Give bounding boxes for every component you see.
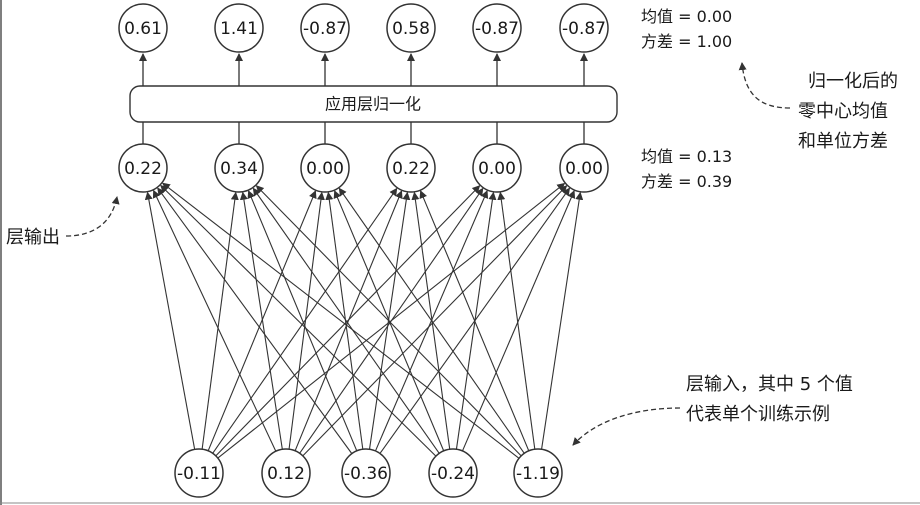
connection-arrow [152, 189, 277, 452]
output-node: -0.87 [559, 3, 609, 53]
connection-arrow [288, 191, 325, 450]
normalized-note-arrow [738, 62, 791, 109]
layer-output-node-value: 0.34 [220, 159, 258, 179]
output-node-value: 0.58 [392, 19, 430, 39]
output-node: 0.58 [386, 3, 436, 53]
input-node-circle [174, 448, 224, 498]
connection-arrow [161, 182, 520, 459]
input-node-value: -0.11 [177, 464, 221, 484]
input-node: -1.19 [513, 448, 563, 498]
output-arrows [139, 53, 588, 144]
input-node-row: -0.11 0.12 -0.36 -0.24 -1.19 [174, 448, 563, 498]
normalized-note-line3: 和单位方差 [798, 131, 888, 152]
connection-arrow [541, 191, 584, 450]
layer-output-node: 0.22 [118, 143, 168, 193]
output-node-row: 0.61 1.41 -0.87 0.58 -0.87 -0.87 [118, 3, 609, 53]
output-node-circle [300, 3, 350, 53]
input-node: -0.24 [428, 448, 478, 498]
connection-arrow [247, 190, 358, 452]
layer-output-node-row: 0.22 0.34 0.00 0.22 0.00 0.00 [118, 143, 609, 193]
normalized-note-line1: 归一化后的 [808, 71, 898, 92]
layer-output-node-circle [386, 143, 436, 193]
input-node: -0.36 [341, 448, 391, 498]
output-node-circle [472, 3, 522, 53]
layer-input-note-line2: 代表单个训练示例 [686, 404, 830, 425]
input-node: -0.11 [174, 448, 224, 498]
layer-input-note-line1: 层输入，其中 5 个值 [686, 374, 853, 395]
connection-arrow [212, 187, 398, 454]
input-node-value: -0.36 [344, 464, 388, 484]
output-node-value: 1.41 [220, 19, 258, 39]
connection-arrow [497, 191, 536, 450]
connection-arrow [294, 190, 403, 452]
layer-output-node-value: 0.22 [124, 159, 162, 179]
input-node: 0.12 [261, 448, 311, 498]
connection-arrow [252, 187, 440, 454]
layer-output-node-circle [118, 143, 168, 193]
layer-output-node-circle [472, 143, 522, 193]
connection-arrow [160, 184, 437, 457]
output-node: 1.41 [214, 3, 264, 53]
output-node-value: -0.87 [303, 19, 347, 39]
top-mean-text: 均值 = 0.00 [641, 7, 732, 26]
input-node-circle [513, 448, 563, 498]
input-node-value: 0.12 [267, 464, 305, 484]
connection-arrow [299, 187, 484, 454]
layer-norm-box-label: 应用层归一化 [325, 95, 421, 114]
layer-output-node: 0.00 [472, 143, 522, 193]
normalized-note-line2: 零中心均值 [798, 101, 888, 122]
connection-arrow [338, 187, 525, 454]
layer-output-node: 0.00 [300, 143, 350, 193]
mid-variance-text: 方差 = 0.39 [641, 172, 732, 191]
mid-mean-text: 均值 = 0.13 [641, 147, 732, 166]
connection-arrow [157, 187, 353, 454]
input-node-circle [341, 448, 391, 498]
input-node-value: -1.19 [516, 464, 560, 484]
layer-input-note-arrow [572, 407, 681, 446]
connection-arrow [215, 185, 481, 457]
top-variance-text: 方差 = 1.00 [641, 32, 732, 51]
connection-arrow [239, 191, 283, 450]
connection-arrow [144, 191, 196, 450]
layer-output-note: 层输出 [6, 227, 60, 248]
layer-norm-box: 应用层归一化 [129, 85, 618, 123]
layer-output-note-arrow [65, 196, 120, 237]
output-node-value: 0.61 [124, 19, 162, 39]
input-node-value: -0.24 [431, 464, 475, 484]
output-node-value: -0.87 [562, 19, 606, 39]
connection-arrow [302, 185, 568, 457]
layer-output-node-circle [559, 143, 609, 193]
connections [144, 182, 584, 459]
layer-output-node-value: 0.00 [565, 159, 603, 179]
output-node-value: -0.87 [475, 19, 519, 39]
output-node-circle [214, 3, 264, 53]
layer-output-node: 0.00 [559, 143, 609, 193]
output-node-circle [118, 3, 168, 53]
layer-output-node-circle [300, 143, 350, 193]
connection-arrow [461, 190, 576, 452]
input-node-circle [428, 448, 478, 498]
layer-output-node: 0.34 [214, 143, 264, 193]
layer-output-node-value: 0.00 [478, 159, 516, 179]
output-node: -0.87 [472, 3, 522, 53]
output-node: -0.87 [300, 3, 350, 53]
input-node-circle [261, 448, 311, 498]
output-node-circle [559, 3, 609, 53]
layer-output-node-circle [214, 143, 264, 193]
connection-arrow [255, 185, 522, 457]
layer-output-node-value: 0.00 [306, 159, 344, 179]
connection-arrow [419, 190, 530, 452]
layer-output-node: 0.22 [386, 143, 436, 193]
output-node: 0.61 [118, 3, 168, 53]
layer-output-node-value: 0.22 [392, 159, 430, 179]
output-node-circle [386, 3, 436, 53]
connection-arrow [207, 190, 317, 452]
connection-arrow [325, 191, 364, 450]
